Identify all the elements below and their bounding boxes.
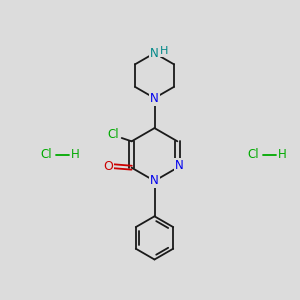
Text: N: N <box>150 92 159 105</box>
Text: N: N <box>150 174 159 188</box>
Text: H: H <box>160 46 168 56</box>
Text: Cl: Cl <box>41 148 52 161</box>
Text: H: H <box>278 148 286 161</box>
Text: N: N <box>175 159 184 172</box>
Text: N: N <box>150 46 159 60</box>
Text: Cl: Cl <box>248 148 259 161</box>
Text: O: O <box>103 160 113 173</box>
Text: H: H <box>70 148 80 161</box>
Text: Cl: Cl <box>108 128 119 141</box>
